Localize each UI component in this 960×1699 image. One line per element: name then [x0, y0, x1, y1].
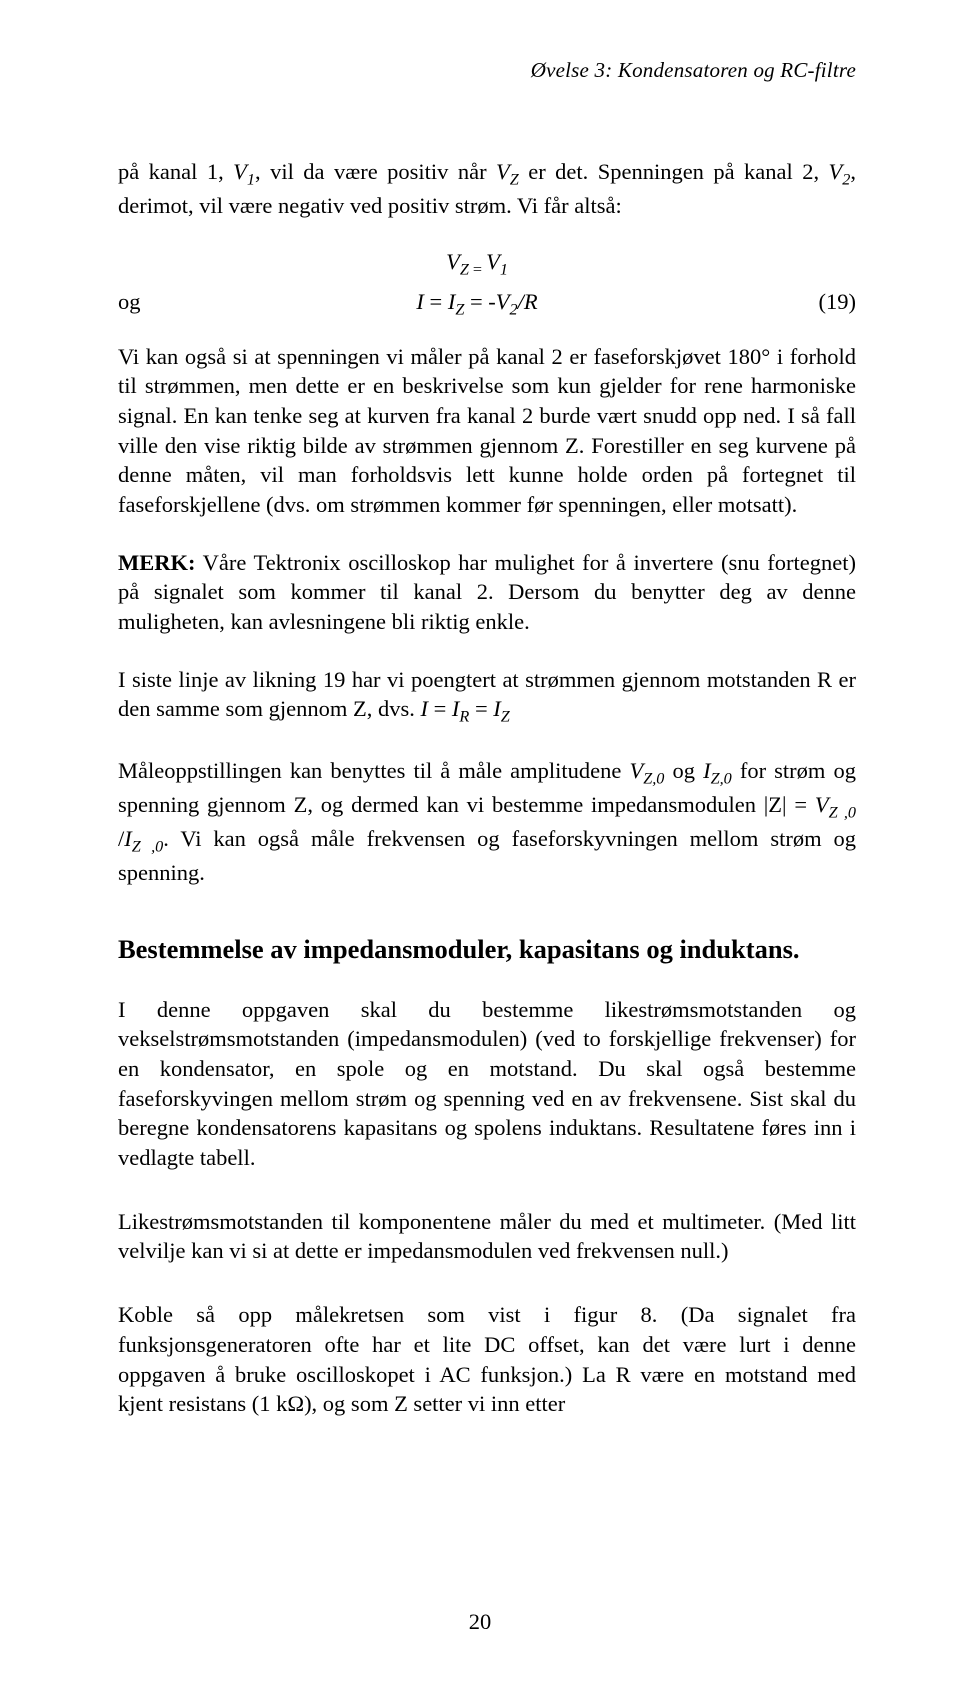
equation-inline: I = IR = IZ [420, 696, 509, 721]
text: , vil da være positiv når [255, 159, 496, 184]
page-number: 20 [0, 1609, 960, 1635]
paragraph-3: MERK: Våre Tektronix oscilloskop har mul… [118, 548, 856, 637]
equation-2: og I = IZ = -V2/R (19) [118, 289, 856, 320]
paragraph-4: I siste linje av likning 19 har vi poeng… [118, 665, 856, 729]
equation-number: (19) [802, 289, 856, 315]
paragraph-8: Koble så opp målekretsen som vist i figu… [118, 1300, 856, 1419]
equation-1-content: VZ = V1 [152, 249, 802, 280]
page: Øvelse 3: Kondensatoren og RC-filtre på … [0, 0, 960, 1699]
var-iz0s: IZ ,0 [124, 826, 163, 851]
text: Måleoppstillingen kan benyttes til å mål… [118, 758, 630, 783]
equation-1: VZ = V1 [118, 249, 856, 280]
text: . Vi kan også måle frekvensen og fasefor… [118, 826, 856, 885]
equation-2-content: I = IZ = -V2/R [152, 289, 802, 320]
var-v2: V2 [829, 159, 851, 184]
text: Våre Tektronix oscilloskop har mulighet … [118, 550, 856, 634]
text: er det. Spenningen på kanal 2, [519, 159, 829, 184]
equation-block: VZ = V1 og I = IZ = -V2/R (19) [118, 249, 856, 320]
paragraph-intro: på kanal 1, V1, vil da være positiv når … [118, 157, 856, 221]
paragraph-2: Vi kan også si at spenningen vi måler på… [118, 342, 856, 520]
label-merk: MERK: [118, 550, 196, 575]
var-vz: VZ [496, 159, 519, 184]
paragraph-7: Likestrømsmotstanden til komponentene må… [118, 1207, 856, 1266]
var-iz0: IZ,0 [703, 758, 732, 783]
var-vz0: VZ,0 [630, 758, 665, 783]
heading-2: Bestemmelse av impedansmoduler, kapasita… [118, 934, 856, 965]
text: og [664, 758, 703, 783]
text: på kanal 1, [118, 159, 233, 184]
label-og: og [118, 289, 152, 315]
running-head: Øvelse 3: Kondensatoren og RC-filtre [118, 58, 856, 83]
paragraph-6: I denne oppgaven skal du bestemme likest… [118, 995, 856, 1173]
paragraph-5: Måleoppstillingen kan benyttes til å mål… [118, 756, 856, 887]
var-vz0s: VZ ,0 [815, 792, 856, 817]
var-v1: V1 [233, 159, 255, 184]
